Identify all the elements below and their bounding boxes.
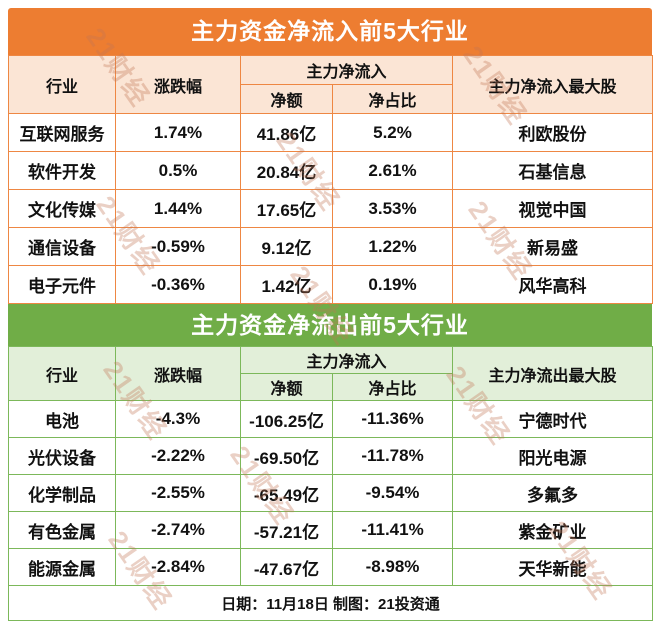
change-cell: 0.5% xyxy=(115,151,241,190)
net-ratio-cell: -11.41% xyxy=(331,511,454,549)
net-ratio-cell: 1.22% xyxy=(331,227,454,266)
change-cell: 1.74% xyxy=(115,113,241,152)
net-ratio-cell: -11.36% xyxy=(331,400,454,438)
outflow-header-row: 行业 涨跌幅 主力净流入 主力净流出最大股 xyxy=(8,346,654,401)
net-ratio-cell: -11.78% xyxy=(331,437,454,475)
table-row: 互联网服务 1.74% 41.86亿 5.2% 利欧股份 xyxy=(8,113,654,152)
outflow-col-net-ratio: 净占比 xyxy=(331,373,454,401)
industry-cell: 电池 xyxy=(8,400,116,438)
table-row: 电池 -4.3% -106.25亿 -11.36% 宁德时代 xyxy=(8,400,654,438)
top-stock-cell: 利欧股份 xyxy=(452,113,654,152)
top-stock-cell: 新易盛 xyxy=(452,227,654,266)
net-amount-cell: -106.25亿 xyxy=(240,400,333,438)
net-amount-cell: -65.49亿 xyxy=(240,474,333,512)
top-stock-cell: 紫金矿业 xyxy=(452,511,654,549)
table-row: 有色金属 -2.74% -57.21亿 -11.41% 紫金矿业 xyxy=(8,511,654,549)
net-amount-cell: -69.50亿 xyxy=(240,437,333,475)
outflow-col-change: 涨跌幅 xyxy=(115,346,241,401)
outflow-col-net-amount: 净额 xyxy=(240,373,333,401)
net-amount-cell: 41.86亿 xyxy=(240,113,333,152)
top-stock-cell: 宁德时代 xyxy=(452,400,654,438)
inflow-table: 行业 涨跌幅 主力净流入 主力净流入最大股 净额 净占比 互联网服务 1.74%… xyxy=(8,55,654,304)
net-ratio-cell: -9.54% xyxy=(331,474,454,512)
industry-cell: 化学制品 xyxy=(8,474,116,512)
inflow-subheader-row: 净额 净占比 xyxy=(9,84,653,114)
table-row: 文化传媒 1.44% 17.65亿 3.53% 视觉中国 xyxy=(8,189,654,228)
inflow-col-industry: 行业 xyxy=(8,55,116,114)
inflow-col-net-ratio: 净占比 xyxy=(331,84,454,114)
net-ratio-cell: 5.2% xyxy=(331,113,454,152)
inflow-col-net-amount: 净额 xyxy=(240,84,333,114)
top-stock-cell: 视觉中国 xyxy=(452,189,654,228)
net-amount-cell: -47.67亿 xyxy=(240,548,333,586)
footer-row: 日期：11月18日 制图：21投资通 xyxy=(7,585,654,621)
inflow-col-flow-group: 主力净流入 xyxy=(239,55,454,85)
change-cell: 1.44% xyxy=(115,189,241,228)
change-cell: -2.22% xyxy=(115,437,241,475)
industry-cell: 光伏设备 xyxy=(8,437,116,475)
table-row: 化学制品 -2.55% -65.49亿 -9.54% 多氟多 xyxy=(8,474,654,512)
top-stock-cell: 阳光电源 xyxy=(452,437,654,475)
inflow-section-title: 主力资金净流入前5大行业 xyxy=(8,8,652,55)
net-amount-cell: 20.84亿 xyxy=(240,151,333,190)
outflow-col-industry: 行业 xyxy=(8,346,116,401)
net-amount-cell: 9.12亿 xyxy=(240,227,333,266)
change-cell: -2.55% xyxy=(115,474,241,512)
outflow-section-title: 主力资金净流出前5大行业 xyxy=(8,304,652,346)
outflow-col-top-stock: 主力净流出最大股 xyxy=(452,346,654,401)
industry-cell: 文化传媒 xyxy=(8,189,116,228)
industry-cell: 互联网服务 xyxy=(8,113,116,152)
table-row: 光伏设备 -2.22% -69.50亿 -11.78% 阳光电源 xyxy=(8,437,654,475)
industry-cell: 能源金属 xyxy=(8,548,116,586)
top-stock-cell: 多氟多 xyxy=(452,474,654,512)
date-credit-note: 日期：11月18日 制图：21投资通 xyxy=(7,585,654,621)
top-stock-cell: 天华新能 xyxy=(452,548,654,586)
net-ratio-cell: -8.98% xyxy=(331,548,454,586)
net-amount-cell: 17.65亿 xyxy=(240,189,333,228)
net-ratio-cell: 2.61% xyxy=(331,151,454,190)
inflow-col-top-stock: 主力净流入最大股 xyxy=(452,55,654,114)
industry-cell: 软件开发 xyxy=(8,151,116,190)
table-row: 电子元件 -0.36% 1.42亿 0.19% 风华高科 xyxy=(8,265,654,304)
change-cell: -0.59% xyxy=(115,227,241,266)
top-stock-cell: 风华高科 xyxy=(452,265,654,304)
net-amount-cell: -57.21亿 xyxy=(240,511,333,549)
industry-cell: 通信设备 xyxy=(8,227,116,266)
outflow-table: 行业 涨跌幅 主力净流入 主力净流出最大股 净额 净占比 电池 -4.3% -1… xyxy=(7,346,654,621)
outflow-col-flow-group: 主力净流入 xyxy=(239,346,454,374)
table-row: 能源金属 -2.84% -47.67亿 -8.98% 天华新能 xyxy=(8,548,654,586)
top-stock-cell: 石基信息 xyxy=(452,151,654,190)
net-ratio-cell: 3.53% xyxy=(331,189,454,228)
inflow-col-change: 涨跌幅 xyxy=(115,55,241,114)
net-ratio-cell: 0.19% xyxy=(331,265,454,304)
table-row: 通信设备 -0.59% 9.12亿 1.22% 新易盛 xyxy=(8,227,654,266)
net-amount-cell: 1.42亿 xyxy=(240,265,333,304)
change-cell: -4.3% xyxy=(115,400,241,438)
table-row: 软件开发 0.5% 20.84亿 2.61% 石基信息 xyxy=(8,151,654,190)
change-cell: -2.74% xyxy=(115,511,241,549)
change-cell: -0.36% xyxy=(115,265,241,304)
inflow-header-row: 行业 涨跌幅 主力净流入 主力净流入最大股 xyxy=(8,55,654,114)
change-cell: -2.84% xyxy=(115,548,241,586)
industry-cell: 有色金属 xyxy=(8,511,116,549)
industry-cell: 电子元件 xyxy=(8,265,116,304)
